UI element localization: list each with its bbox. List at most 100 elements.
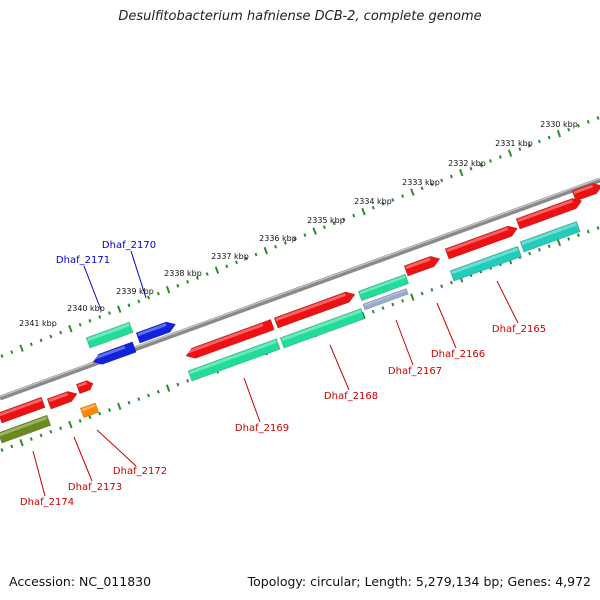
upper-track-tick [507,149,513,157]
upper-track-tick [537,139,541,144]
lower-track-tick [528,251,532,256]
gene-red-e [515,198,583,230]
gene-2171-feature [85,321,134,349]
lower-track-tick [440,284,444,289]
kbp-label: 2330 kbp [540,120,578,129]
lower-track-tick [88,415,92,420]
upper-track-tick [19,344,24,352]
upper-track-tick [165,285,171,294]
genome-summary-text: Topology: circular; Length: 5,279,134 bp… [247,574,591,589]
upper-track-tick [68,324,73,333]
lower-track-tick [19,438,24,447]
upper-track-tick [195,276,199,280]
kbp-label: 2337 kbp [211,252,249,261]
lower-track-tick [78,419,82,423]
upper-track-tick [449,174,453,179]
upper-track-tick [29,342,33,347]
gene-label: Dhaf_2166 [431,349,485,360]
lower-track-tick [567,237,571,241]
gene-label: Dhaf_2170 [102,240,156,251]
gene-red-left [0,396,46,424]
upper-track-tick [401,194,405,198]
gene-label: Dhaf_2167 [388,366,442,377]
lower-track-tick [98,411,102,416]
upper-track-tick [147,295,151,300]
gene-2169-feature [187,338,281,382]
leader-line [436,302,457,349]
gene-red-a [185,319,275,359]
kbp-label: 2340 kbp [67,304,105,313]
kbp-label: 2336 kbp [259,234,297,243]
upper-track-tick [244,256,248,261]
upper-track-tick [440,178,444,183]
lower-track-tick [117,402,122,411]
upper-track-tick [156,291,160,296]
gene-orange [79,402,100,419]
lower-track-tick [107,408,111,412]
gene-teal-b [519,220,581,253]
gene-label: Dhaf_2173 [68,482,122,493]
leader-line [32,450,46,497]
upper-track-tick [283,241,287,245]
lower-track-tick [49,429,53,434]
upper-track-tick [547,135,551,140]
gene-2168-feature [279,308,366,349]
upper-track-tick [391,198,395,202]
lower-track-tick [576,233,580,238]
upper-track-tick [489,159,493,163]
gene-labels: Dhaf_2170 Dhaf_2171 Dhaf_2165 Dhaf_2166 Dhaf… [20,240,546,508]
lower-track-tick [68,420,73,429]
label-leader-lines [32,250,519,497]
lower-track-tick [586,229,590,234]
lower-track-tick [186,379,190,383]
lower-track-tick [156,389,160,394]
lower-track-tick [39,433,43,438]
lower-track-tick [137,397,141,401]
lower-track-tick [401,298,405,303]
gene-label: Dhaf_2165 [492,324,546,335]
upper-track-tick [49,334,53,339]
upper-track-tick [254,252,258,257]
gene-label: Dhaf_2169 [235,423,289,434]
gene-red-c [403,255,441,277]
kbp-label: 2338 kbp [164,269,202,278]
accession-text: Accession: NC_011830 [9,574,152,589]
leader-line [130,250,147,299]
upper-tick-track [0,116,600,358]
lower-track-tick [410,293,415,301]
leader-line [73,436,93,482]
upper-track-tick [371,205,375,210]
upper-track-tick [556,129,562,138]
gene-label: Dhaf_2168 [324,391,378,402]
kbp-label: 2332 kbp [448,159,486,168]
upper-track-tick [469,166,473,171]
gene-2165-feature [449,245,522,282]
lower-track-tick [430,288,434,292]
upper-track-tick [420,186,424,191]
kbp-label: 2339 kbp [116,287,154,296]
upper-track-tick [127,303,131,308]
upper-track-tick [479,162,483,167]
upper-track-tick [596,116,600,120]
upper-track-tick [39,338,43,343]
genome-backbone [0,177,600,401]
upper-track-tick [137,299,141,304]
backbone-highlight [0,177,600,398]
upper-track-tick [59,330,63,335]
upper-track-tick [186,280,190,284]
upper-track-tick [361,207,366,216]
lower-track-tick [127,400,131,405]
upper-track-tick [322,225,326,230]
upper-track-tick [430,182,434,187]
map-title: Desulfitobacterium hafniense DCB-2, comp… [118,9,482,24]
upper-track-tick [528,143,532,148]
upper-track-tick [107,311,111,315]
upper-track-tick [303,233,307,237]
upper-track-tick [342,217,346,222]
lower-track-tick [0,448,4,452]
kbp-label: 2334 kbp [354,197,392,206]
upper-track-tick [274,244,278,249]
kbp-label: 2335 kbp [307,216,345,225]
gene-red-f [571,183,600,202]
